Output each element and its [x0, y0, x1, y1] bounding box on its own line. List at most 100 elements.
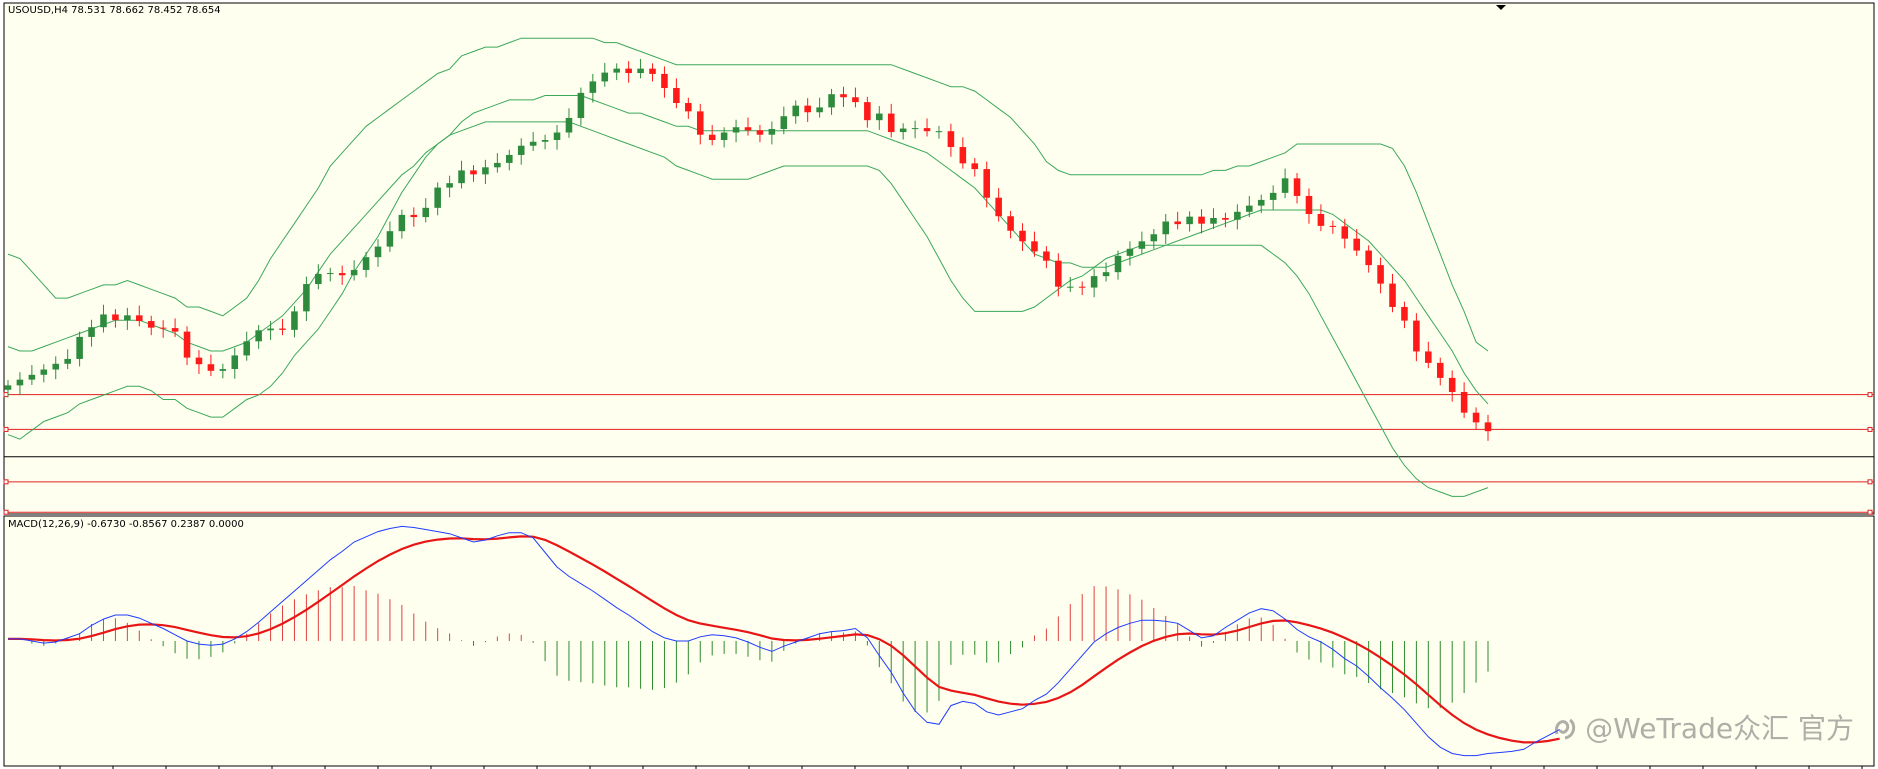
- price-level-handle-left-3: [3, 479, 9, 485]
- price-level-handle-left-0: [3, 392, 9, 398]
- candle-body: [852, 97, 859, 103]
- candle-body: [1043, 251, 1050, 261]
- candle-body: [553, 132, 561, 141]
- candle-body: [1198, 216, 1205, 224]
- candle-body: [517, 145, 525, 155]
- candle-body: [1341, 226, 1349, 239]
- candle-body: [1186, 216, 1193, 225]
- candle-body: [4, 385, 12, 390]
- candle-body: [744, 127, 752, 131]
- candle-body: [1281, 178, 1289, 193]
- candle-body: [601, 72, 609, 82]
- candle-body: [16, 379, 24, 386]
- candle-body: [971, 163, 979, 170]
- candle-body: [661, 73, 668, 89]
- candle-body: [589, 81, 597, 93]
- candle-body: [494, 162, 501, 168]
- candle-body: [279, 328, 286, 330]
- candle-body: [899, 128, 907, 133]
- candle-body: [64, 358, 71, 364]
- candle-body: [1484, 422, 1492, 432]
- price-level-handle-left-4: [3, 509, 9, 515]
- price-level-handle-right-4: [1867, 509, 1873, 515]
- candle-body: [1246, 205, 1253, 212]
- candle-body: [577, 92, 585, 118]
- candle-body: [1007, 216, 1014, 231]
- candle-body: [386, 231, 394, 247]
- candle-body: [255, 330, 262, 342]
- candle-body: [792, 105, 800, 117]
- candle-body: [338, 273, 346, 276]
- candle-body: [685, 102, 692, 112]
- candle-body: [1472, 412, 1480, 423]
- candle-body: [1257, 199, 1265, 206]
- candle-body: [1066, 286, 1074, 288]
- candle-body: [1269, 192, 1277, 200]
- candle-body: [446, 183, 453, 188]
- macd-pane-label: MACD(12,26,9) -0.6730 -0.8567 0.2387 0.0…: [8, 519, 244, 530]
- candle-body: [828, 94, 835, 108]
- candle-body: [458, 170, 465, 184]
- candle-body: [887, 113, 895, 133]
- candle-body: [720, 132, 728, 141]
- watermark-text: @WeTrade众汇 官方: [1585, 712, 1854, 745]
- candle-body: [159, 327, 167, 329]
- candle-body: [1377, 265, 1384, 284]
- candle-body: [291, 311, 298, 330]
- candle-body: [1114, 255, 1122, 273]
- candle-body: [613, 68, 620, 73]
- price-level-handle-right-1: [1867, 426, 1873, 432]
- candle-body: [565, 117, 573, 133]
- price-level-handle-right-3: [1867, 479, 1873, 485]
- candle-body: [1401, 306, 1408, 321]
- candle-body: [398, 214, 406, 232]
- candle-body: [1222, 217, 1229, 220]
- candle-body: [756, 130, 764, 135]
- candle-body: [147, 321, 155, 328]
- candle-body: [935, 131, 943, 133]
- candle-body: [1055, 260, 1062, 287]
- candle-body: [876, 113, 883, 121]
- candle-body: [1389, 283, 1396, 307]
- candle-body: [100, 314, 107, 328]
- candle-body: [350, 269, 358, 276]
- candle-body: [1460, 391, 1468, 413]
- candle-body: [625, 68, 632, 74]
- candle-body: [1019, 230, 1026, 242]
- candle-body: [1138, 241, 1146, 249]
- wetrade-logo-icon: [1555, 718, 1576, 740]
- candle-body: [434, 187, 441, 208]
- candle-body: [947, 131, 955, 148]
- candle-body: [1317, 214, 1325, 226]
- candle-body: [983, 169, 990, 198]
- candle-body: [1102, 272, 1110, 277]
- candle-body: [219, 369, 227, 371]
- candle-body: [959, 147, 967, 164]
- candle-body: [1293, 178, 1301, 196]
- candle-body: [171, 328, 179, 332]
- macd-signal-line: [8, 535, 1560, 744]
- candle-body: [1448, 377, 1456, 392]
- candle-body: [1413, 320, 1420, 352]
- candle-body: [88, 327, 95, 337]
- candle-body: [816, 107, 823, 113]
- candle-body: [243, 341, 250, 356]
- candle-body: [1329, 225, 1337, 227]
- candle-body: [506, 154, 513, 163]
- candle-body: [1365, 250, 1372, 266]
- candle-body: [1425, 351, 1432, 363]
- candle-body: [1090, 276, 1098, 288]
- candle-body: [911, 128, 919, 130]
- price-level-handle-right-0: [1867, 392, 1873, 398]
- candle-body: [864, 102, 871, 121]
- candle-body: [28, 374, 36, 380]
- macd-main-line: [8, 525, 1560, 757]
- bollinger-lower-band: [7, 121, 1489, 497]
- candle-body: [708, 134, 716, 141]
- candle-body: [840, 94, 847, 98]
- candle-body: [40, 369, 48, 375]
- candle-body: [374, 246, 382, 258]
- candle-body: [124, 315, 131, 321]
